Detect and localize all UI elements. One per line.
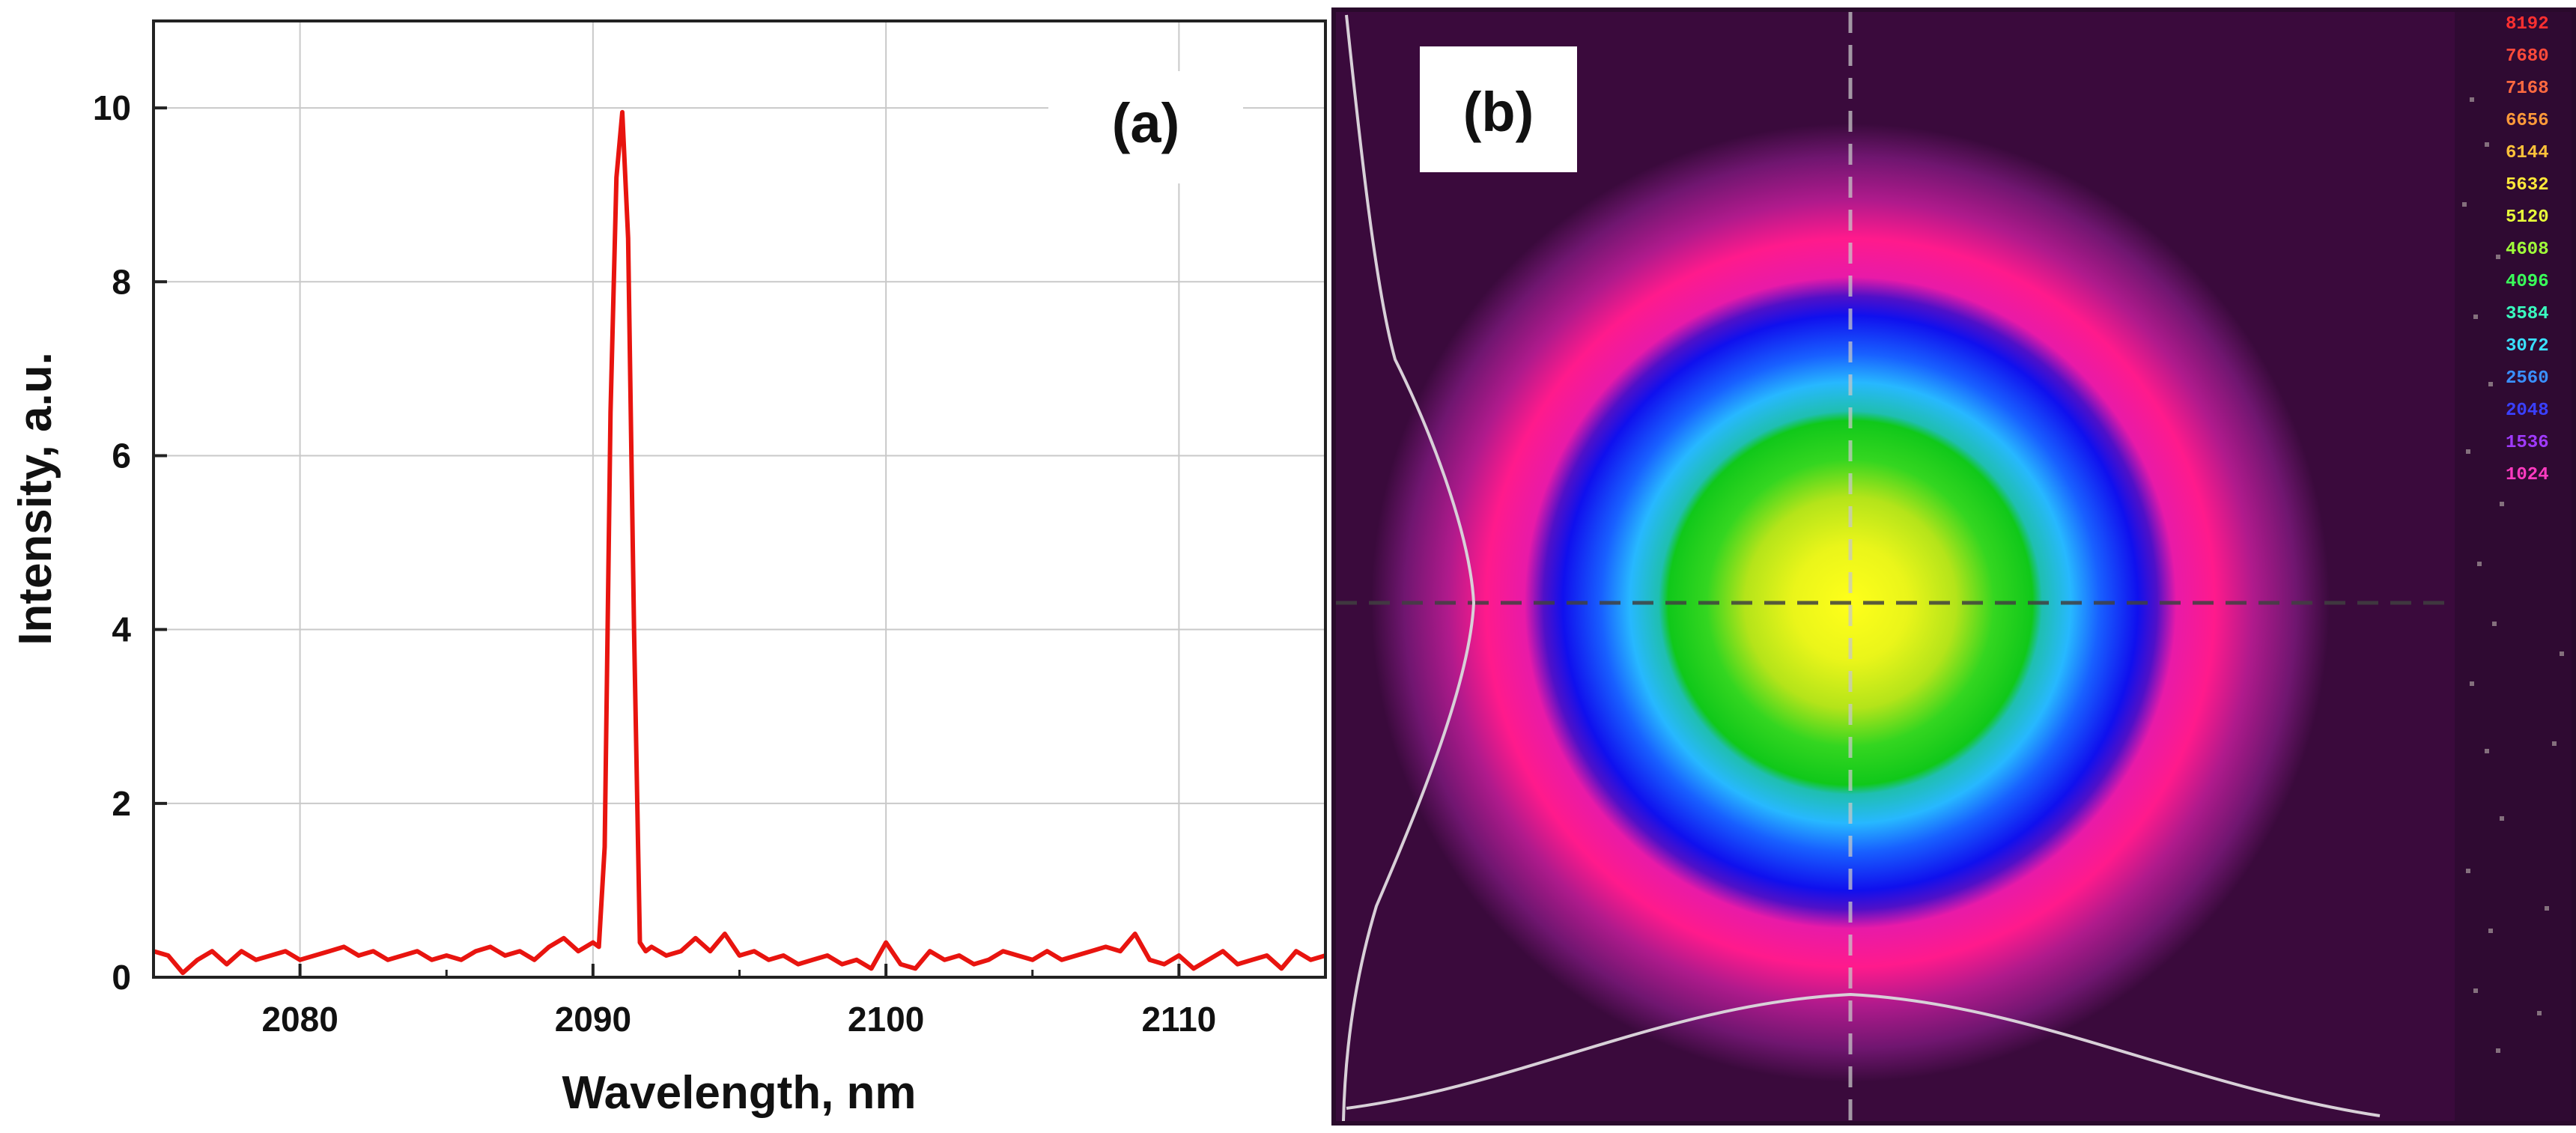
colorbar-label: 1024 <box>2506 465 2549 485</box>
noise-dot <box>2466 449 2470 454</box>
colorbar-label: 4096 <box>2506 272 2549 292</box>
noise-dot <box>2462 202 2467 207</box>
y-tick-label: 8 <box>112 262 131 301</box>
colorbar-label: 6656 <box>2506 111 2549 131</box>
colorbar-label: 7680 <box>2506 46 2549 67</box>
noise-dot <box>2485 749 2489 753</box>
noise-dot <box>2488 929 2493 933</box>
colorbar-label: 1536 <box>2506 433 2549 453</box>
colorbar-label: 6144 <box>2506 143 2549 163</box>
noise-dot <box>2496 255 2500 259</box>
noise-dot <box>2488 382 2493 386</box>
x-tick-label: 2090 <box>555 1000 631 1039</box>
y-tick-label: 4 <box>112 610 131 649</box>
noise-dot <box>2470 97 2474 102</box>
panel-label-b: (b) <box>1463 81 1534 143</box>
noise-dot <box>2500 816 2504 821</box>
y-axis-label: Intensity, a.u. <box>10 352 61 646</box>
noise-dot <box>2473 315 2478 319</box>
noise-dot <box>2485 142 2489 147</box>
spectrum-line <box>153 109 1326 976</box>
colorbar-label: 5632 <box>2506 175 2549 195</box>
noise-dot <box>2552 741 2557 746</box>
beam-profile-image: (b) 8192 7680 7168 6656 6144 5632 5120 4608 4096… <box>1331 7 2576 1126</box>
noise-dots <box>2462 97 2564 1053</box>
x-ticks: 2080 2090 2100 2110 <box>152 964 1327 1039</box>
noise-dot <box>2473 988 2478 993</box>
x-tick-label: 2080 <box>261 1000 338 1039</box>
noise-dot <box>2545 906 2549 911</box>
x-tick-label: 2100 <box>848 1000 924 1039</box>
noise-dot <box>2492 622 2497 626</box>
noise-dot <box>2537 1011 2542 1015</box>
y-tick-label: 0 <box>112 958 131 997</box>
y-ticks: 0 2 4 6 8 10 <box>93 88 167 997</box>
panel-label-a: (a) <box>1112 92 1179 154</box>
panel-label-bg <box>1048 71 1243 183</box>
noise-dot <box>2560 651 2564 656</box>
colorbar-label: 5120 <box>2506 207 2549 228</box>
noise-dot <box>2500 502 2504 506</box>
colorbar: 8192 7680 7168 6656 6144 5632 5120 4608 4096 3584… <box>2506 14 2549 485</box>
noise-dot <box>2477 562 2482 566</box>
horizontal-profile-curve <box>1346 992 2381 1117</box>
colorbar-label: 8192 <box>2506 14 2549 34</box>
colorbar-label: 3584 <box>2506 304 2549 324</box>
colorbar-label: 2048 <box>2506 401 2549 421</box>
colorbar-label: 2560 <box>2506 368 2549 389</box>
panel-label-bg <box>1420 46 1577 172</box>
colorbar-label: 4608 <box>2506 240 2549 260</box>
y-tick-label: 2 <box>112 784 131 823</box>
vertical-profile-curve <box>1342 14 1476 1122</box>
noise-dot <box>2496 1048 2500 1053</box>
x-tick-label: 2110 <box>1141 1000 1216 1039</box>
colorbar-label: 3072 <box>2506 336 2549 356</box>
colorbar-label: 7168 <box>2506 79 2549 99</box>
right-edge-band <box>2455 12 2572 1121</box>
x-axis-label: Wavelength, nm <box>562 1067 916 1119</box>
y-tick-label: 6 <box>112 436 131 475</box>
y-tick-label: 10 <box>93 88 131 127</box>
noise-dot <box>2466 869 2470 873</box>
noise-dot <box>2470 681 2474 686</box>
